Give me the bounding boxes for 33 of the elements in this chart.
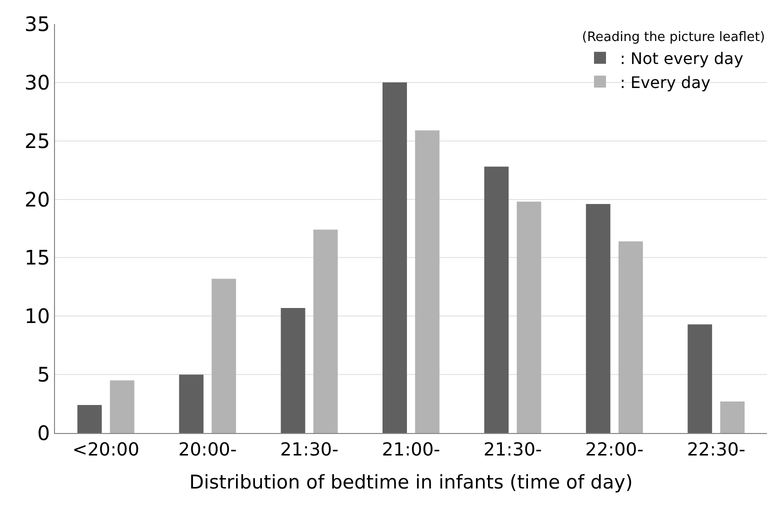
bar	[212, 278, 236, 433]
y-tick-label: 5	[37, 362, 50, 387]
x-tick-label: 20:00-	[178, 440, 237, 461]
bar	[688, 324, 712, 433]
x-tick-label: 21:30-	[280, 440, 338, 461]
bar	[382, 82, 407, 433]
legend-title: (Reading the picture leaflet)	[582, 30, 765, 45]
y-tick-label: 30	[24, 70, 50, 94]
y-tick-label: 25	[24, 128, 50, 153]
y-tick-label: 15	[24, 246, 50, 270]
x-axis-title: Distribution of bedtime in infants (time of day)	[189, 471, 633, 494]
bar	[415, 130, 440, 433]
legend-label: : Not every day	[620, 49, 744, 68]
bar	[110, 380, 134, 433]
bar	[280, 308, 306, 433]
bar	[516, 202, 542, 433]
x-tick-label: 21:30-	[484, 440, 542, 461]
y-tick-label: 0	[37, 421, 50, 445]
x-tick-label: <20:00	[72, 440, 140, 461]
x-tick-label: 22:30-	[686, 440, 746, 461]
legend-label: : Every day	[620, 72, 710, 92]
bar	[484, 166, 509, 433]
bar	[720, 401, 745, 433]
y-tick-label: 35	[24, 12, 50, 36]
bar	[618, 241, 643, 433]
y-tick-label: 20	[24, 187, 50, 212]
bar	[179, 374, 204, 433]
x-tick-label: 22:00-	[585, 440, 644, 461]
bar	[586, 204, 610, 433]
bar	[77, 404, 102, 433]
x-tick-label: 21:00-	[382, 440, 440, 461]
bar	[313, 230, 338, 433]
y-tick-label: 10	[24, 304, 50, 328]
